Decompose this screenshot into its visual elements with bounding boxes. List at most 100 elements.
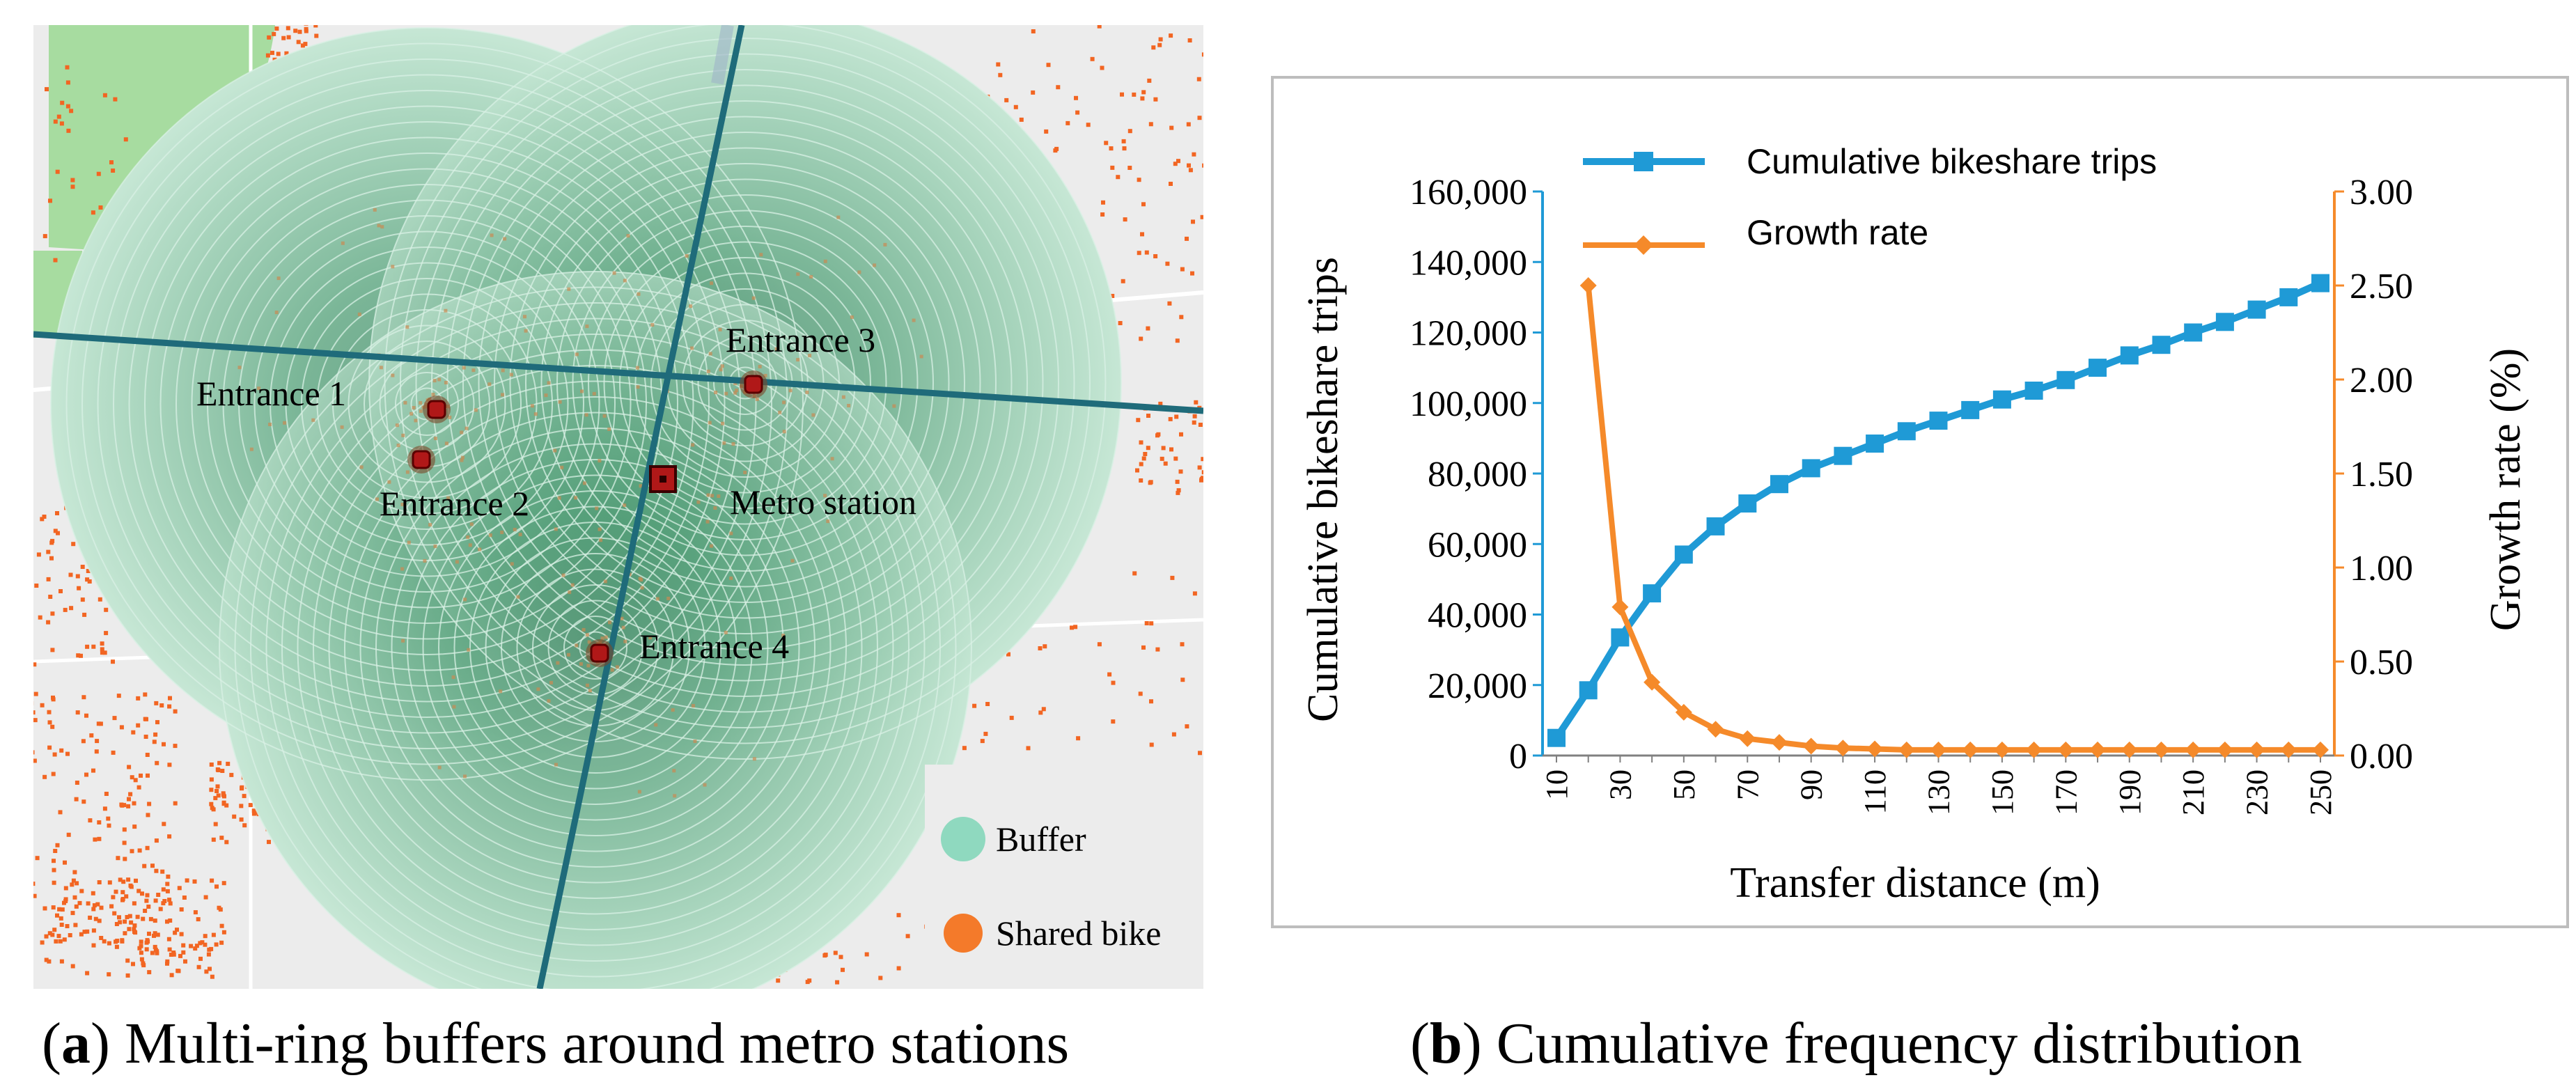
shared-bike-point <box>864 952 869 957</box>
shared-bike-point <box>1190 271 1194 276</box>
shared-bike-point <box>59 121 64 126</box>
shared-bike-point <box>145 753 150 757</box>
y-tick-label: 120,000 <box>1410 314 1527 354</box>
shared-bike-point <box>1132 92 1137 97</box>
shared-bike-point <box>224 803 229 808</box>
shared-bike-point <box>198 941 203 946</box>
shared-bike-point <box>136 696 141 701</box>
shared-bike-point <box>52 880 56 885</box>
shared-bike-point <box>132 927 136 932</box>
shared-bike-point <box>1120 92 1124 97</box>
map-legend <box>925 765 1203 989</box>
shared-bike-point <box>433 545 437 548</box>
shared-bike-point <box>612 271 616 275</box>
shared-bike-point <box>536 687 540 691</box>
shared-bike-point <box>144 717 148 721</box>
shared-bike-point <box>1158 37 1163 42</box>
shared-bike-point <box>217 760 222 765</box>
entrance-marker <box>412 450 431 469</box>
x-tick-label: 90 <box>1795 769 1829 800</box>
chart-frame <box>1271 76 2569 928</box>
shared-bike-point <box>167 898 172 902</box>
shared-bike-point <box>75 781 79 785</box>
shared-bike-point <box>156 893 161 897</box>
shared-bike-point <box>1107 672 1112 677</box>
shared-bike-point <box>1201 476 1203 480</box>
shared-bike-point <box>1140 232 1144 237</box>
shared-bike-point <box>1167 301 1172 306</box>
shared-bike-point <box>33 701 34 705</box>
x-axis-title: Transfer distance (m) <box>1730 859 2100 907</box>
shared-bike-point <box>80 597 85 602</box>
shared-bike-point <box>185 878 189 883</box>
shared-bike-point <box>132 824 137 829</box>
shared-bike-point <box>137 848 142 853</box>
buffer-ring <box>501 553 690 742</box>
shared-bike-point <box>300 43 305 48</box>
shared-bike-point <box>972 703 977 708</box>
shared-bike-point <box>74 904 79 909</box>
shared-bike-point <box>69 606 74 611</box>
shared-bike-point <box>75 881 79 886</box>
shared-bike-point <box>211 932 216 937</box>
shared-bike-point <box>735 389 738 393</box>
shared-bike-point <box>93 837 97 842</box>
shared-bike-point <box>50 932 55 937</box>
shared-bike-point <box>139 951 143 955</box>
shared-bike-point <box>1097 642 1102 647</box>
shared-bike-point <box>1116 175 1121 180</box>
shared-bike-point <box>122 840 127 845</box>
shared-bike-point <box>208 967 212 971</box>
shared-bike-point <box>140 891 144 896</box>
shared-bike-point <box>173 930 178 935</box>
shared-bike-point <box>194 944 199 948</box>
shared-bike-point <box>873 263 877 267</box>
shared-bike-point <box>136 723 141 728</box>
shared-bike-point <box>47 720 52 725</box>
shared-bike-point <box>33 662 37 667</box>
shared-bike-point <box>209 801 214 806</box>
y2-tick-label: 1.00 <box>2350 549 2413 588</box>
shared-bike-point <box>240 786 244 791</box>
shared-bike-point <box>1144 621 1149 625</box>
shared-bike-point <box>87 579 92 584</box>
shared-bike-point <box>790 558 795 563</box>
shared-bike-point <box>314 33 319 38</box>
shared-bike-point <box>1201 52 1203 57</box>
shared-bike-point <box>293 29 298 33</box>
x-tick-label: 50 <box>1667 769 1701 800</box>
shared-bike-point <box>733 382 737 386</box>
shared-bike-point <box>214 884 219 889</box>
shared-bike-point <box>52 752 57 757</box>
shared-bike-point <box>224 840 229 845</box>
shared-bike-point <box>1073 625 1078 629</box>
shared-bike-point <box>841 395 845 399</box>
shared-bike-point <box>286 26 290 31</box>
metro-station-center <box>659 476 666 483</box>
shared-bike-point <box>270 50 274 55</box>
shared-bike-point <box>1109 146 1114 151</box>
entrance-4-label: Entrance 4 <box>639 627 789 666</box>
shared-bike-point <box>467 648 471 652</box>
shared-bike-point <box>341 241 345 245</box>
shared-bike-point <box>214 942 219 947</box>
shared-bike-point <box>47 745 52 750</box>
shared-bike-point <box>462 366 466 370</box>
shared-bike-point <box>209 946 214 951</box>
shared-bike-point <box>92 903 97 908</box>
growth-point <box>1993 741 2011 758</box>
shared-bike-point <box>33 710 36 715</box>
shared-bike-point <box>444 441 448 446</box>
shared-bike-point <box>137 946 142 951</box>
buffer-ring <box>422 474 769 821</box>
shared-bike-point <box>448 415 452 419</box>
y-tick-label: 80,000 <box>1428 455 1527 494</box>
shared-bike-point <box>162 742 166 746</box>
shared-bike-point <box>46 549 51 554</box>
shared-bike-point <box>276 52 281 56</box>
shared-bike-point <box>47 710 52 714</box>
shared-bike-point <box>1194 400 1199 405</box>
shared-bike-point <box>283 421 287 425</box>
shared-bike-point <box>148 916 153 921</box>
